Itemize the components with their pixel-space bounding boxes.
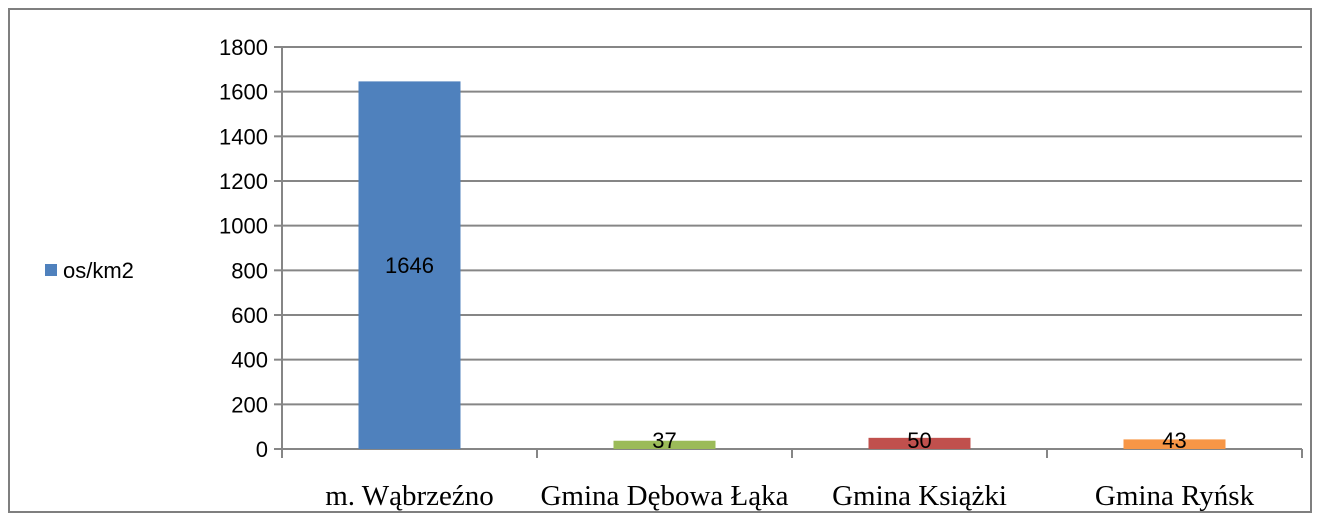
y-tick-label: 1400 bbox=[219, 124, 268, 149]
y-tick-label: 1200 bbox=[219, 169, 268, 194]
bar bbox=[613, 440, 716, 449]
x-category-label: Gmina Ryńsk bbox=[1095, 480, 1255, 512]
x-axis-categories: m. Wąbrzeźno Gmina Dębowa Łąka Gmina Książ… bbox=[325, 480, 1254, 512]
y-axis-ticks: 0 200 400 600 800 1000 1200 1400 1600 1800 bbox=[219, 35, 282, 462]
legend-swatch bbox=[45, 264, 57, 276]
data-labels: 1646 37 50 43 bbox=[385, 253, 1187, 453]
legend-label: os/km2 bbox=[63, 258, 134, 283]
x-category-label: Gmina Dębowa Łąka bbox=[540, 480, 788, 512]
data-label: 43 bbox=[1162, 428, 1186, 453]
y-tick-label: 200 bbox=[231, 392, 268, 417]
legend: os/km2 bbox=[45, 258, 134, 283]
y-tick-label: 600 bbox=[231, 303, 268, 328]
y-tick-label: 0 bbox=[256, 437, 268, 462]
y-tick-label: 400 bbox=[231, 348, 268, 373]
bar bbox=[1123, 439, 1226, 449]
y-tick-label: 1800 bbox=[219, 35, 268, 60]
y-tick-label: 800 bbox=[231, 258, 268, 283]
bars bbox=[358, 81, 1226, 449]
data-label: 37 bbox=[652, 428, 676, 453]
x-category-label: m. Wąbrzeźno bbox=[325, 480, 494, 512]
data-label: 50 bbox=[907, 428, 931, 453]
bar bbox=[868, 437, 971, 449]
x-category-label: Gmina Książki bbox=[832, 480, 1007, 512]
y-tick-label: 1000 bbox=[219, 214, 268, 239]
bar bbox=[358, 81, 461, 449]
data-label: 1646 bbox=[385, 253, 434, 278]
y-tick-label: 1600 bbox=[219, 80, 268, 105]
